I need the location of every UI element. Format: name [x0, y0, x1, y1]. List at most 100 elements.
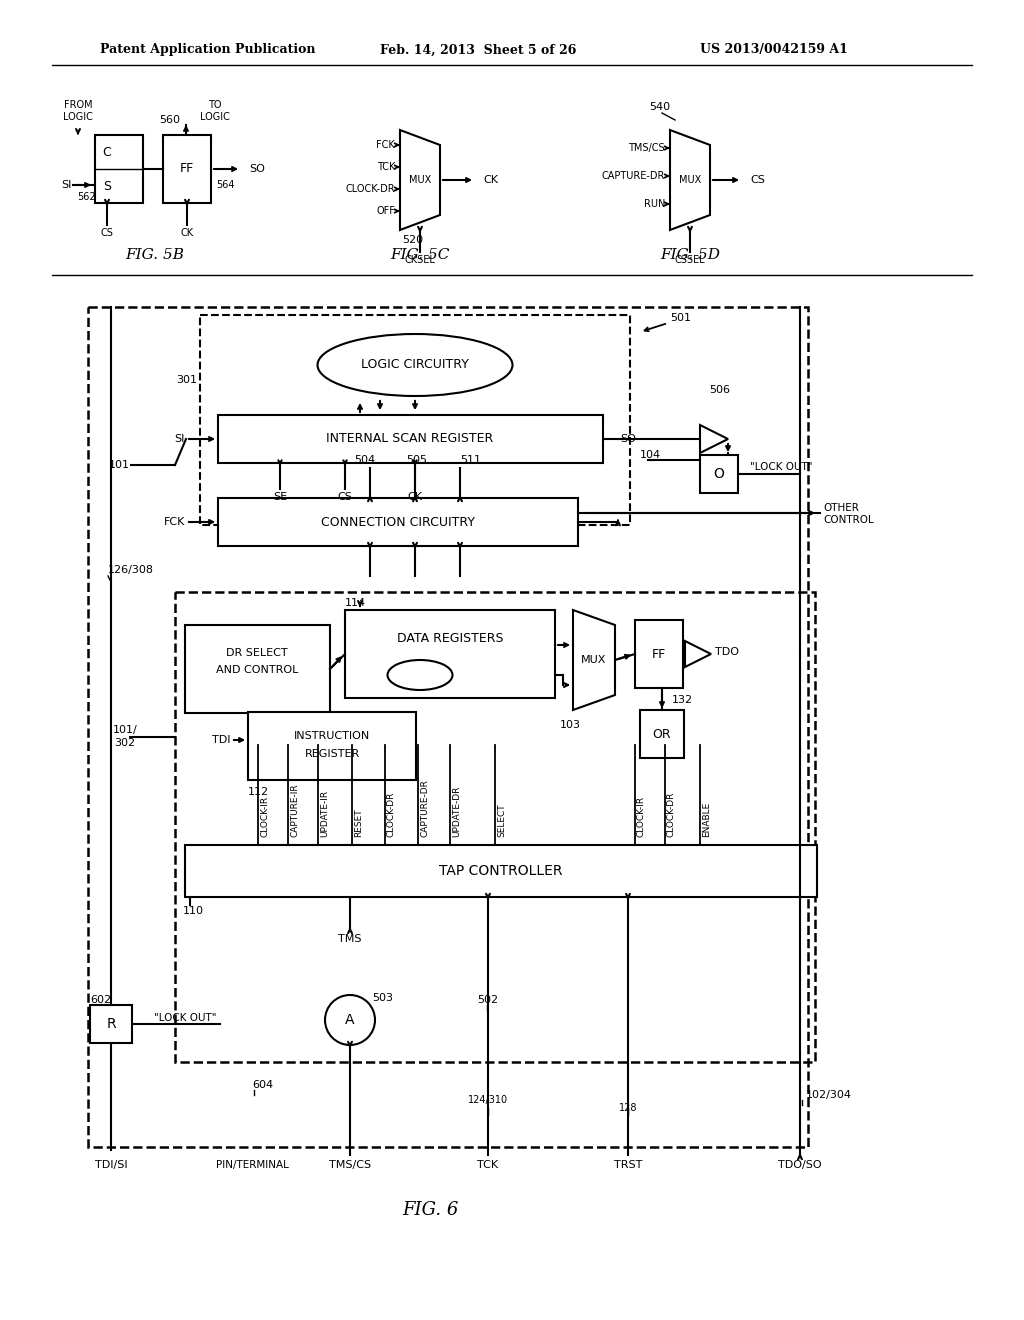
- Polygon shape: [400, 129, 440, 230]
- Text: CSSEL: CSSEL: [675, 255, 706, 265]
- Text: MUX: MUX: [679, 176, 701, 185]
- Text: FF: FF: [180, 162, 195, 176]
- Text: 112: 112: [248, 787, 269, 797]
- Text: FF: FF: [652, 648, 667, 660]
- Text: 504: 504: [354, 455, 376, 465]
- Text: CS: CS: [100, 228, 114, 238]
- Text: TRST: TRST: [613, 1160, 642, 1170]
- Text: RUN: RUN: [644, 199, 665, 209]
- Text: TO: TO: [208, 100, 222, 110]
- Text: 101: 101: [109, 459, 130, 470]
- Text: SI: SI: [175, 434, 185, 444]
- Text: 604: 604: [252, 1080, 273, 1090]
- Text: 505: 505: [407, 455, 427, 465]
- Bar: [200, 315, 630, 525]
- Bar: [248, 711, 416, 780]
- Bar: [185, 845, 817, 898]
- Text: R: R: [106, 1016, 116, 1031]
- Text: CAPTURE-DR: CAPTURE-DR: [420, 779, 429, 837]
- Text: "LOCK OUT": "LOCK OUT": [750, 462, 812, 473]
- Text: CS: CS: [338, 492, 352, 502]
- Text: 511: 511: [460, 455, 481, 465]
- Text: TDI/SI: TDI/SI: [94, 1160, 127, 1170]
- Text: 110: 110: [183, 906, 204, 916]
- Bar: [218, 498, 578, 546]
- Text: S: S: [103, 180, 111, 193]
- Text: 501: 501: [670, 313, 691, 323]
- Text: TMS: TMS: [338, 935, 361, 944]
- Text: LOGIC: LOGIC: [200, 112, 230, 121]
- Text: TMS/CS: TMS/CS: [629, 143, 665, 153]
- Text: FIG. 5B: FIG. 5B: [126, 248, 184, 261]
- Text: OTHER: OTHER: [823, 503, 859, 513]
- Text: FCK: FCK: [376, 140, 395, 150]
- Ellipse shape: [317, 334, 512, 396]
- Text: LOGIC: LOGIC: [63, 112, 93, 121]
- Text: CLOCK-DR: CLOCK-DR: [387, 792, 396, 837]
- Bar: [185, 624, 330, 713]
- Text: CK: CK: [180, 228, 194, 238]
- Bar: [90, 1005, 132, 1043]
- Text: 301: 301: [176, 375, 197, 385]
- Text: FIG. 6: FIG. 6: [401, 1201, 458, 1218]
- Text: DATA REGISTERS: DATA REGISTERS: [396, 631, 503, 644]
- Text: CLOCK-IR: CLOCK-IR: [637, 796, 646, 837]
- Text: TCK: TCK: [477, 1160, 499, 1170]
- Polygon shape: [573, 610, 615, 710]
- Text: 602: 602: [90, 995, 112, 1005]
- Text: TDO/SO: TDO/SO: [778, 1160, 822, 1170]
- Text: 564: 564: [216, 180, 234, 190]
- Text: CK: CK: [483, 176, 498, 185]
- Text: ENABLE: ENABLE: [702, 801, 711, 837]
- Bar: [640, 710, 684, 758]
- Text: 124/310: 124/310: [468, 1096, 508, 1105]
- Circle shape: [325, 995, 375, 1045]
- Text: 103: 103: [559, 719, 581, 730]
- Text: SELECT: SELECT: [497, 804, 506, 837]
- Bar: [700, 455, 738, 492]
- Text: TDI: TDI: [212, 735, 230, 744]
- Text: 102/304: 102/304: [806, 1090, 852, 1100]
- Text: FROM: FROM: [63, 100, 92, 110]
- Text: OFF: OFF: [376, 206, 395, 216]
- Bar: [95, 135, 143, 203]
- Text: TAP CONTROLLER: TAP CONTROLLER: [439, 865, 563, 878]
- Text: FIG. 5C: FIG. 5C: [390, 248, 450, 261]
- Text: CLOCK-DR: CLOCK-DR: [345, 183, 395, 194]
- Polygon shape: [685, 642, 711, 667]
- Text: C: C: [102, 145, 112, 158]
- Text: MUX: MUX: [582, 655, 606, 665]
- Text: CONTROL: CONTROL: [823, 515, 873, 525]
- Text: CLOCK-IR: CLOCK-IR: [260, 796, 269, 837]
- Text: Feb. 14, 2013  Sheet 5 of 26: Feb. 14, 2013 Sheet 5 of 26: [380, 44, 577, 57]
- Text: RESET: RESET: [354, 808, 362, 837]
- Text: UPDATE-IR: UPDATE-IR: [319, 789, 329, 837]
- Text: CKSEL: CKSEL: [404, 255, 435, 265]
- Text: 520: 520: [402, 235, 423, 246]
- Polygon shape: [700, 425, 728, 453]
- Text: REGISTER: REGISTER: [304, 748, 359, 759]
- Text: CS: CS: [750, 176, 765, 185]
- Text: CK: CK: [408, 492, 423, 502]
- Polygon shape: [670, 129, 710, 230]
- Text: TCK: TCK: [377, 162, 395, 172]
- Text: SO: SO: [620, 434, 636, 444]
- Text: 502: 502: [477, 995, 499, 1005]
- Bar: [163, 135, 211, 203]
- Text: UPDATE-DR: UPDATE-DR: [452, 785, 461, 837]
- Text: CAPTURE-DR: CAPTURE-DR: [602, 172, 665, 181]
- Text: 540: 540: [649, 102, 671, 112]
- Text: 506: 506: [710, 385, 730, 395]
- Text: 104: 104: [640, 450, 662, 459]
- Text: 101/: 101/: [113, 725, 137, 735]
- Bar: [218, 414, 603, 463]
- Ellipse shape: [387, 660, 453, 690]
- Text: "LOCK OUT": "LOCK OUT": [154, 1012, 216, 1023]
- Text: PIN/TERMINAL: PIN/TERMINAL: [216, 1160, 289, 1170]
- Text: 503: 503: [372, 993, 393, 1003]
- Text: O: O: [714, 467, 724, 480]
- Text: A: A: [345, 1012, 354, 1027]
- Text: LOGIC CIRCUITRY: LOGIC CIRCUITRY: [361, 359, 469, 371]
- Bar: [175, 591, 815, 1063]
- Text: OR: OR: [652, 727, 672, 741]
